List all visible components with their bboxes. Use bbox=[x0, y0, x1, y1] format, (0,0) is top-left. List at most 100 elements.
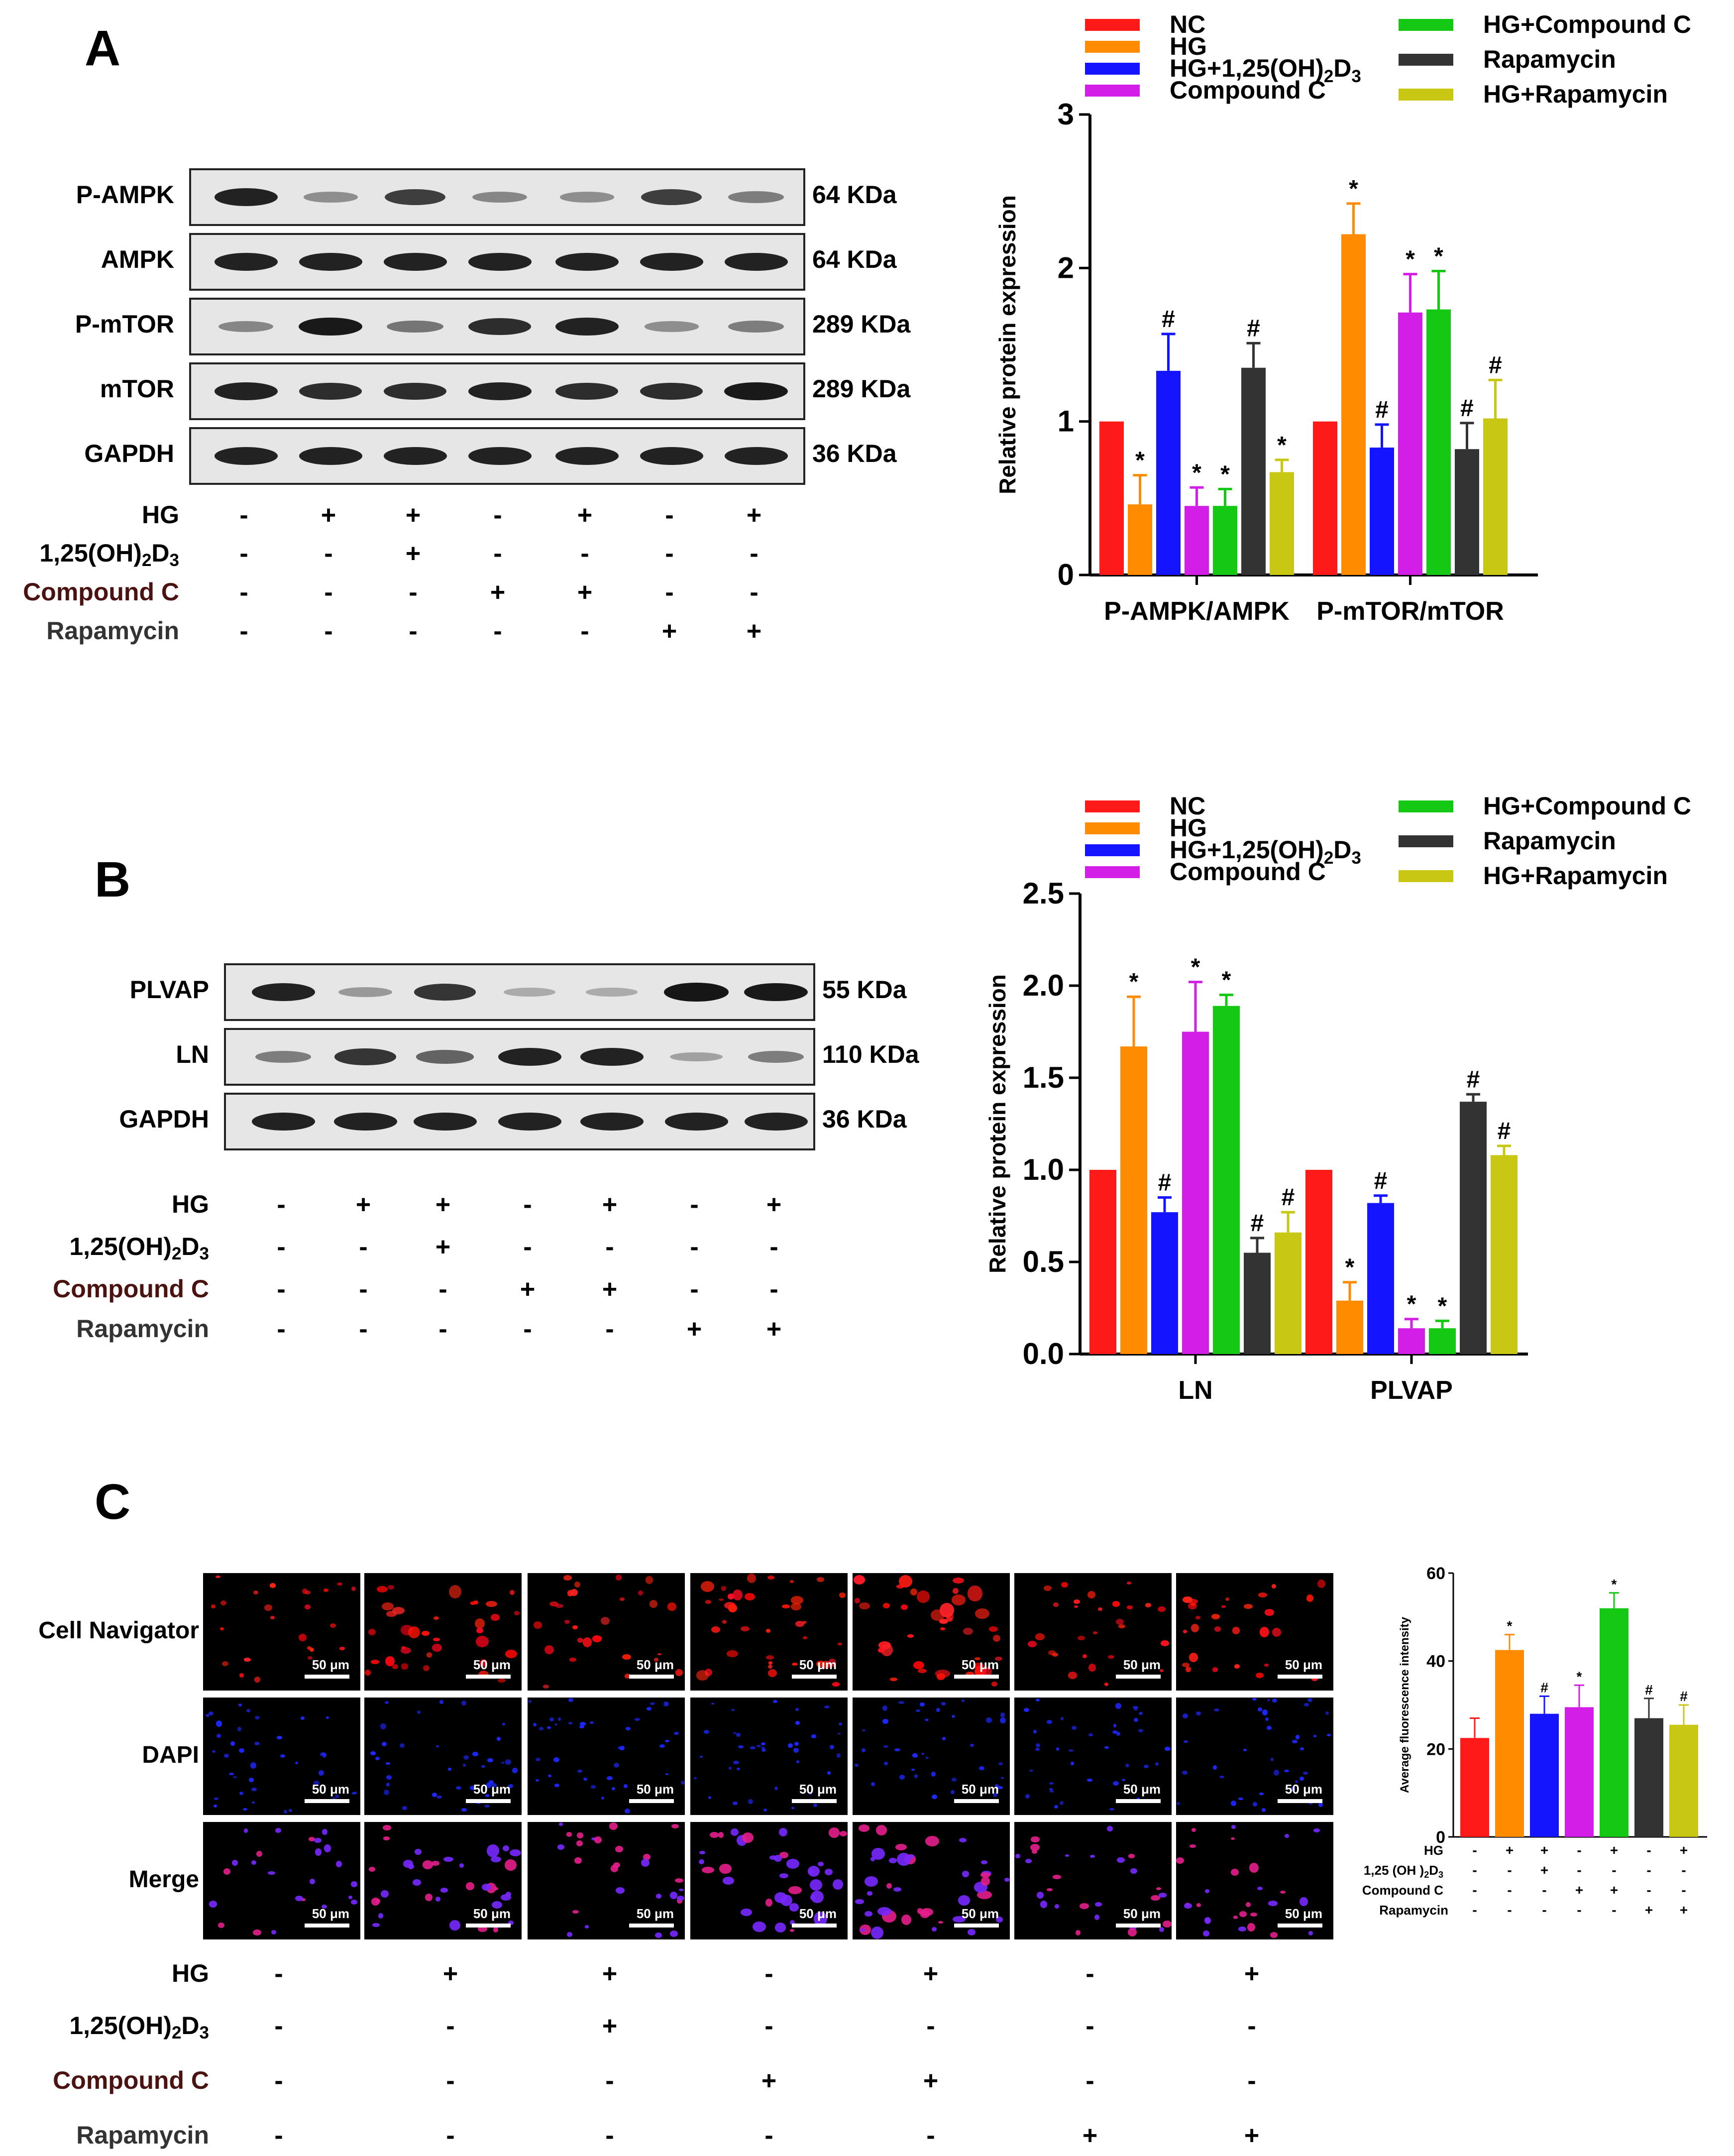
blot-mw-mtor: 289 KDa bbox=[812, 375, 911, 403]
y-tick-label: 3 bbox=[1058, 98, 1074, 131]
bar bbox=[1182, 1031, 1209, 1354]
blot-mw-ampk: 64 KDa bbox=[812, 245, 897, 273]
cell-spot bbox=[952, 1577, 965, 1584]
cell-spot bbox=[1313, 1734, 1317, 1738]
cell-spot bbox=[310, 1879, 315, 1885]
micrograph: 50 μm bbox=[528, 1822, 685, 1939]
cell-spot bbox=[463, 1755, 469, 1760]
cell-spot bbox=[886, 1883, 892, 1889]
cell-spot bbox=[484, 1804, 490, 1808]
micrograph: 50 μm bbox=[203, 1573, 360, 1691]
blot-band bbox=[299, 382, 362, 400]
blot-label-gapdh: GAPDH bbox=[84, 440, 174, 467]
cell-spot bbox=[295, 1761, 299, 1765]
treatment-sign: - bbox=[1681, 1862, 1686, 1878]
cell-spot bbox=[991, 1681, 997, 1687]
cell-spot bbox=[1190, 1844, 1196, 1848]
cell-spot bbox=[711, 1702, 715, 1705]
cell-spot bbox=[938, 1921, 943, 1924]
cell-spot bbox=[912, 1753, 918, 1758]
treatment-sign: + bbox=[1540, 1862, 1548, 1878]
treatment-sign: + bbox=[321, 501, 336, 530]
cell-spot bbox=[470, 1601, 475, 1605]
treatment-sign: + bbox=[1575, 1882, 1583, 1898]
cell-spot bbox=[925, 1756, 929, 1759]
cell-spot bbox=[915, 1709, 920, 1712]
cell-spot bbox=[622, 1654, 632, 1660]
bar bbox=[1244, 1252, 1271, 1354]
blot-band bbox=[555, 382, 618, 400]
bar bbox=[1460, 1738, 1489, 1837]
cell-spot bbox=[476, 1627, 484, 1634]
cell-spot bbox=[1073, 1599, 1081, 1604]
blot-band bbox=[728, 321, 784, 333]
significance-marker: # bbox=[1498, 1118, 1511, 1144]
cell-spot bbox=[727, 1593, 734, 1599]
cell-spot bbox=[1104, 1683, 1109, 1686]
cell-spot bbox=[978, 1766, 985, 1770]
treatment-sign: + bbox=[577, 578, 593, 607]
cell-spot bbox=[1164, 1746, 1171, 1751]
cell-spot bbox=[1159, 1669, 1164, 1673]
cell-spot bbox=[351, 1899, 357, 1905]
bar bbox=[1120, 1046, 1147, 1354]
cell-spot bbox=[1000, 1717, 1006, 1724]
treatment-sign: - bbox=[665, 539, 674, 568]
cell-spot bbox=[369, 1866, 375, 1872]
cell-spot bbox=[791, 1807, 794, 1809]
cell-spot bbox=[1113, 1781, 1119, 1786]
scale-bar-label: 50 μm bbox=[961, 1906, 999, 1921]
significance-marker: * bbox=[1407, 1291, 1416, 1318]
cell-spot bbox=[1243, 1749, 1247, 1751]
cell-spot bbox=[757, 1745, 761, 1748]
cell-spot bbox=[888, 1857, 897, 1864]
cell-spot bbox=[566, 1832, 572, 1837]
label-part-2: D bbox=[181, 2012, 200, 2040]
treatment-sign: - bbox=[605, 1233, 614, 1261]
cell-spot bbox=[305, 1590, 311, 1595]
treatment-sign: - bbox=[274, 1959, 283, 1988]
scale-bar bbox=[1116, 1675, 1161, 1679]
cell-spot bbox=[993, 1634, 1001, 1642]
cell-spot bbox=[1048, 1650, 1056, 1655]
cell-spot bbox=[1112, 1601, 1120, 1607]
cell-spot bbox=[270, 1615, 275, 1619]
cell-spot bbox=[251, 1860, 257, 1865]
cell-spot bbox=[967, 1929, 976, 1936]
cell-spot bbox=[239, 1792, 244, 1796]
cell-spot bbox=[353, 1791, 357, 1794]
cell-spot bbox=[1192, 1828, 1196, 1832]
cell-spot bbox=[1115, 1618, 1124, 1625]
cell-spot bbox=[731, 1708, 735, 1711]
cell-spot bbox=[951, 1790, 955, 1795]
cell-spot bbox=[663, 1701, 669, 1707]
cell-spot bbox=[779, 1873, 788, 1879]
cell-spot bbox=[335, 1794, 339, 1799]
blot-band bbox=[724, 382, 788, 401]
cell-spot bbox=[1056, 1747, 1060, 1751]
label-part: 3 bbox=[1438, 1870, 1443, 1880]
treatment-sign: + bbox=[1680, 1842, 1688, 1858]
scale-bar bbox=[305, 1675, 349, 1679]
cell-spot bbox=[677, 1898, 682, 1904]
cell-spot bbox=[567, 1589, 573, 1596]
legend-swatch bbox=[1399, 54, 1453, 66]
cell-spot bbox=[1292, 1739, 1298, 1743]
y-tick-label: 1 bbox=[1058, 405, 1074, 438]
cell-spot bbox=[239, 1673, 244, 1678]
treatment-sign: - bbox=[523, 1233, 532, 1261]
cell-spot bbox=[577, 1832, 583, 1839]
cell-spot bbox=[426, 1652, 433, 1658]
treatment-sign: - bbox=[493, 617, 502, 646]
cell-spot bbox=[1035, 1633, 1045, 1641]
blot-band bbox=[670, 1052, 723, 1062]
cell-spot bbox=[1113, 1723, 1117, 1727]
cell-spot bbox=[997, 1786, 1003, 1790]
cell-spot bbox=[708, 1796, 711, 1800]
cell-spot bbox=[491, 1901, 502, 1909]
significance-marker: # bbox=[1645, 1682, 1653, 1698]
x-category-label: PLVAP bbox=[1370, 1376, 1453, 1405]
cell-spot bbox=[1155, 1762, 1159, 1766]
cell-spot bbox=[502, 1723, 506, 1725]
cell-spot bbox=[667, 1602, 676, 1611]
